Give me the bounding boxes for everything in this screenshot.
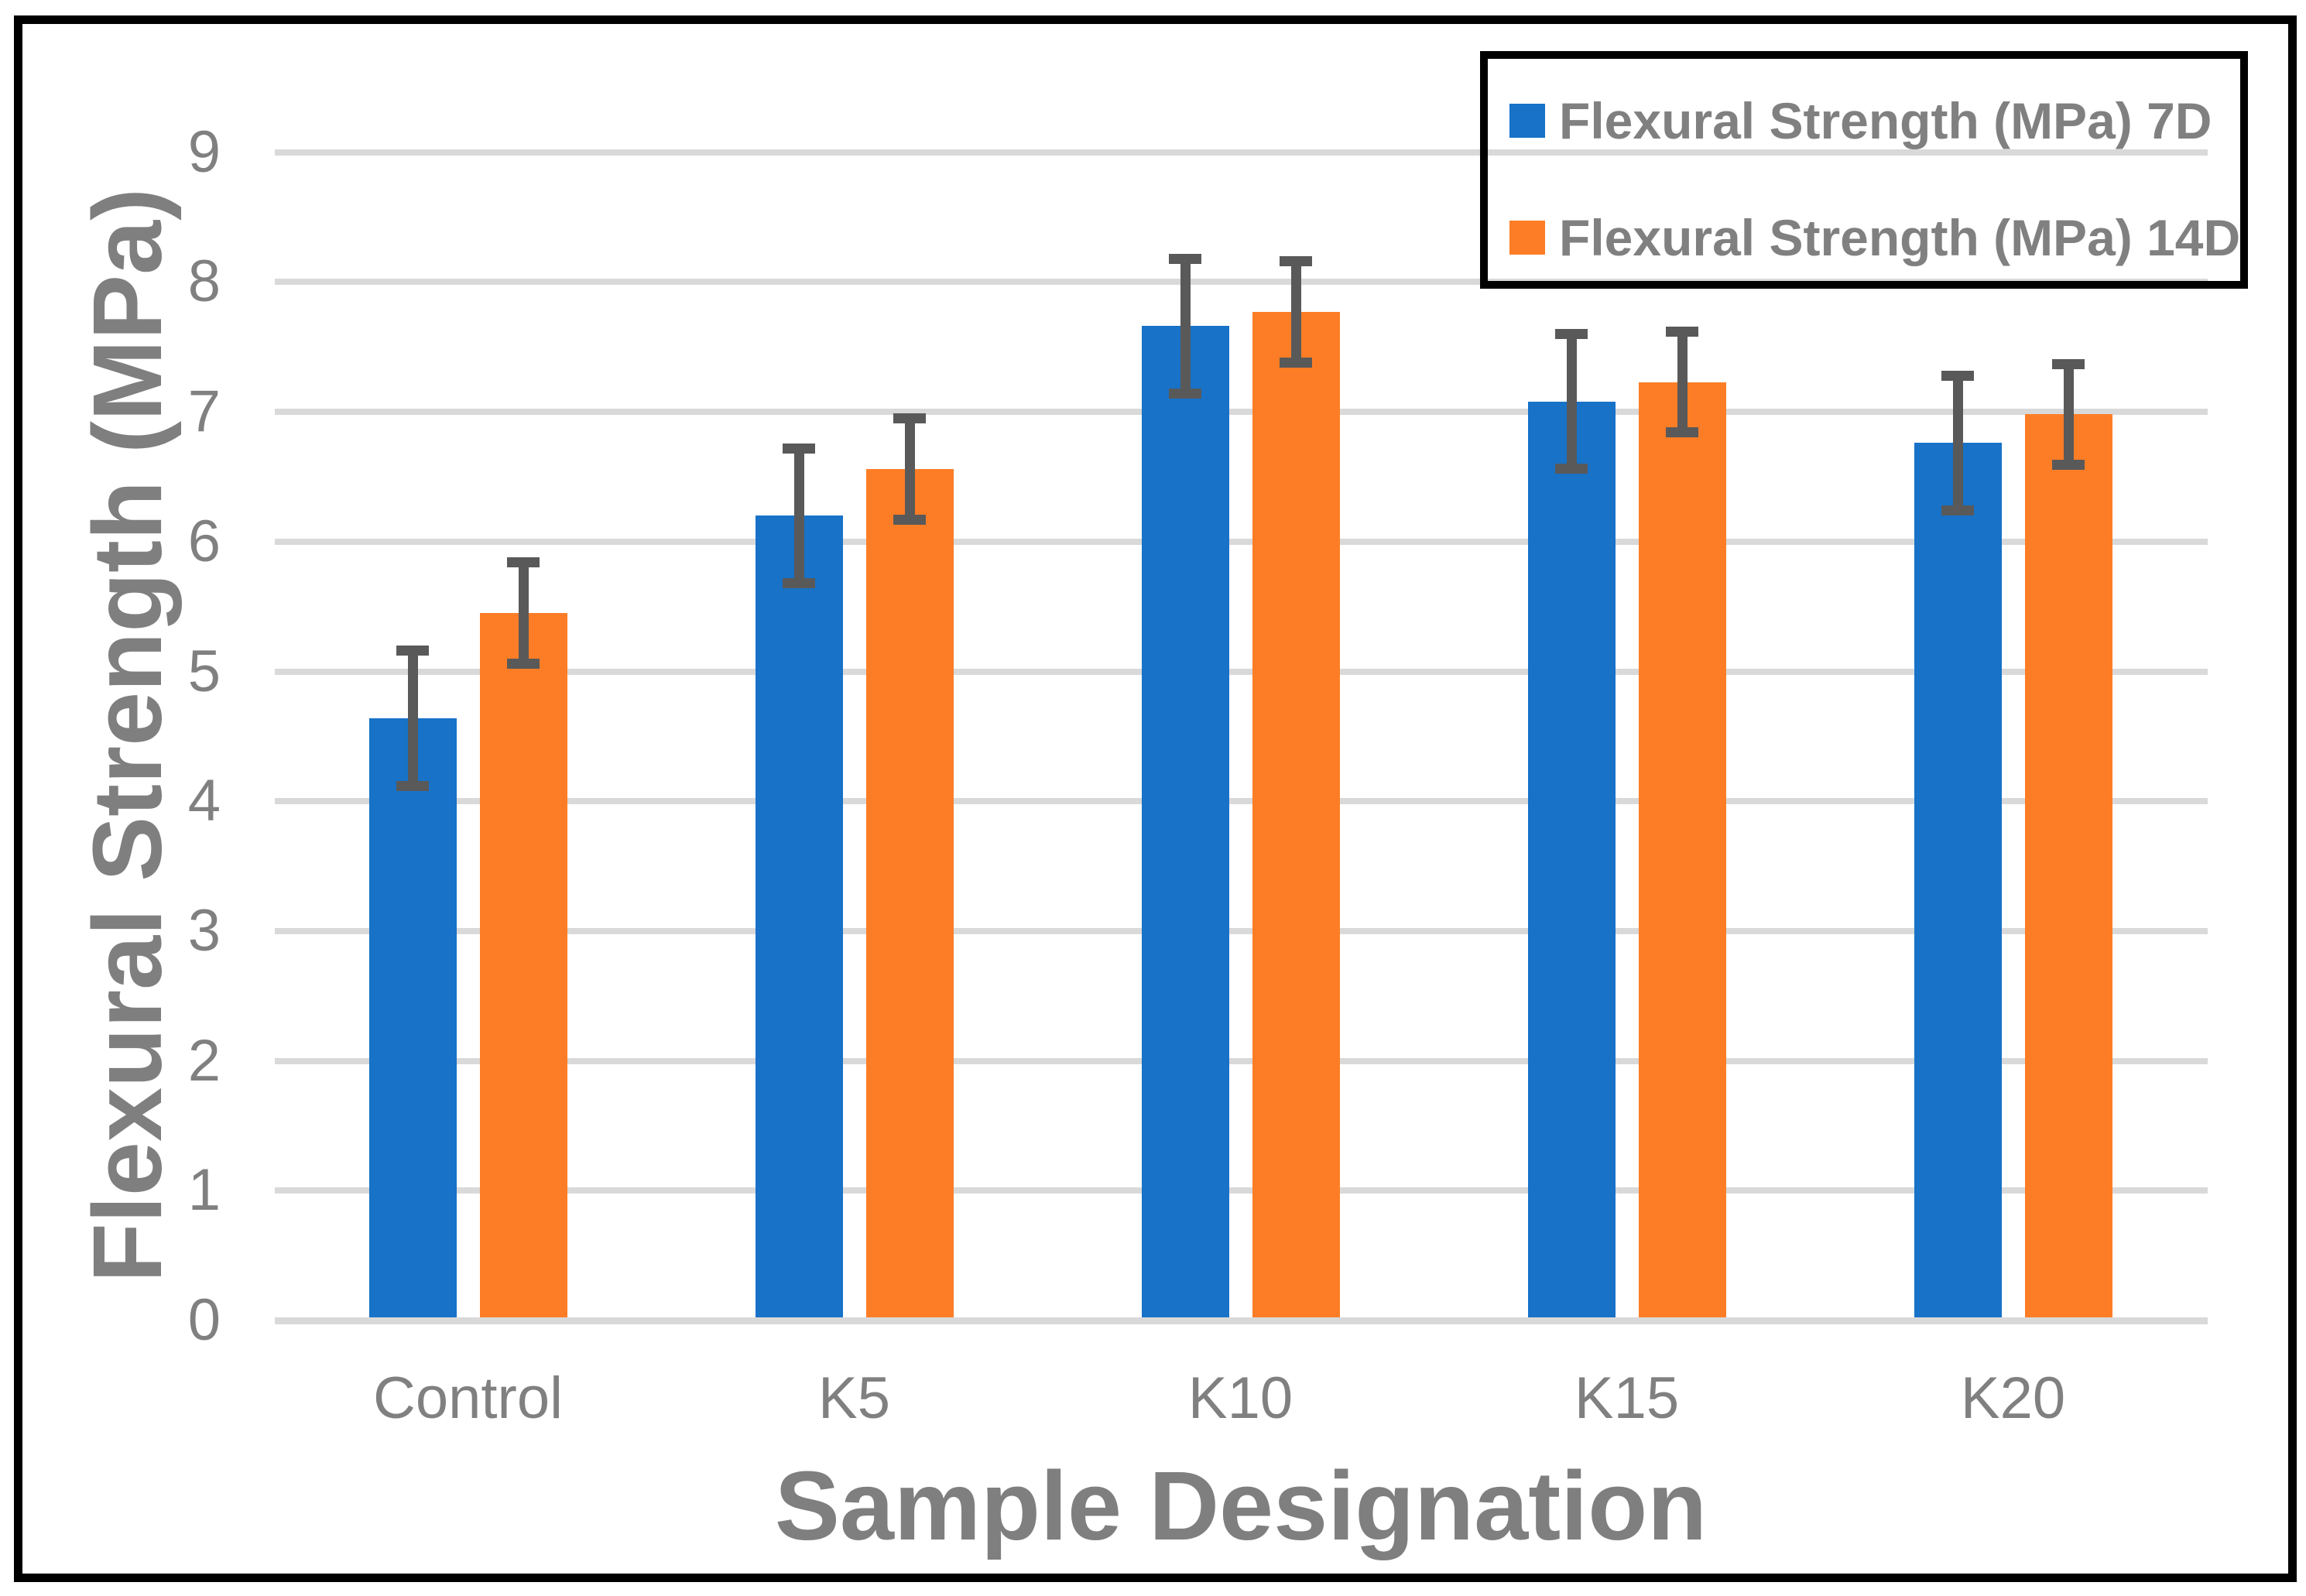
error-bar-7d-k5-bottom-cap [783,577,815,588]
error-bar-14d-control-top-cap [507,557,540,568]
y-tick-label-4: 4 [187,768,221,834]
error-bar-14d-k15-top-cap [1666,326,1698,337]
y-tick-label-5: 5 [187,638,221,704]
gridline-y-5 [275,668,2208,675]
error-bar-7d-k15 [1566,334,1577,469]
error-bar-7d-k5 [793,448,804,584]
error-bar-14d-k20-top-cap [2052,358,2085,369]
y-tick-label-6: 6 [187,508,221,574]
error-bar-14d-k10-top-cap [1280,256,1312,267]
y-tick-label-3: 3 [187,897,221,964]
bar-7d-k10 [1141,326,1229,1320]
gridline-y-1 [275,1187,2208,1194]
legend-swatch-7d-icon [1509,104,1545,138]
bar-7d-control [368,718,457,1320]
gridline-y-9 [275,149,2208,156]
y-tick-label-1: 1 [187,1157,221,1224]
gridline-y-8 [275,279,2208,286]
bar-14d-control [479,613,567,1320]
legend-item-7d: Flexural Strength (MPa) 7D [1488,86,2240,156]
error-bar-14d-k20 [2063,364,2074,465]
legend-label-7d: Flexural Strength (MPa) 7D [1559,92,2212,149]
bar-7d-k20 [1914,443,2002,1320]
bar-14d-k20 [2024,414,2112,1320]
y-tick-label-7: 7 [187,378,221,445]
error-bar-7d-k20-bottom-cap [1941,505,1974,516]
error-bar-7d-k5-top-cap [783,443,815,454]
error-bar-14d-k10-bottom-cap [1280,357,1312,368]
error-bar-7d-k20-top-cap [1941,370,1974,381]
x-category-label-control: Control [373,1365,563,1431]
error-bar-14d-k15 [1677,331,1688,433]
error-bar-7d-k15-top-cap [1555,328,1588,339]
error-bar-14d-k5-bottom-cap [893,514,926,525]
bar-7d-k15 [1527,401,1616,1320]
y-tick-label-2: 2 [187,1027,221,1094]
error-bar-7d-control [407,650,418,786]
x-category-label-k15: K15 [1574,1365,1680,1431]
gridline-y-7 [275,409,2208,416]
y-tick-label-9: 9 [187,118,221,185]
error-bar-14d-k5 [904,418,915,520]
legend-swatch-14d-icon [1509,221,1545,255]
legend-label-14d: Flexural Strength (MPa) 14D [1559,209,2241,266]
error-bar-7d-control-top-cap [396,646,429,656]
error-bar-14d-control-bottom-cap [507,658,540,669]
x-axis-line [275,1317,2208,1324]
error-bar-14d-k20-bottom-cap [2052,460,2085,471]
error-bar-7d-k10-top-cap [1169,253,1201,264]
y-axis-title: Flexural Strength (MPa) [73,187,182,1283]
legend-item-14d: Flexural Strength (MPa) 14D [1488,203,2240,272]
error-bar-7d-k15-bottom-cap [1555,464,1588,474]
bar-7d-k5 [755,515,843,1320]
error-bar-14d-control [518,562,529,664]
error-bar-14d-k10 [1290,261,1301,363]
x-category-label-k10: K10 [1187,1365,1293,1431]
error-bar-7d-k10-bottom-cap [1169,389,1201,399]
error-bar-7d-k10 [1180,259,1191,394]
error-bar-14d-k15-bottom-cap [1666,427,1698,438]
gridline-y-2 [275,1057,2208,1064]
gridline-y-3 [275,927,2208,934]
y-tick-label-0: 0 [187,1287,221,1353]
bar-14d-k10 [1252,311,1340,1320]
bar-14d-k15 [1638,382,1726,1320]
x-category-label-k20: K20 [1960,1365,2066,1431]
error-bar-7d-control-bottom-cap [396,780,429,791]
gridline-y-6 [275,538,2208,545]
x-category-label-k5: K5 [818,1365,890,1431]
error-bar-14d-k5-top-cap [893,413,926,423]
gridline-y-4 [275,798,2208,805]
legend: Flexural Strength (MPa) 7D Flexural Stren… [1480,51,2248,289]
bar-14d-k5 [865,468,954,1320]
x-axis-title: Sample Designation [774,1451,1708,1560]
y-tick-label-8: 8 [187,248,221,315]
error-bar-7d-k20 [1952,375,1963,511]
